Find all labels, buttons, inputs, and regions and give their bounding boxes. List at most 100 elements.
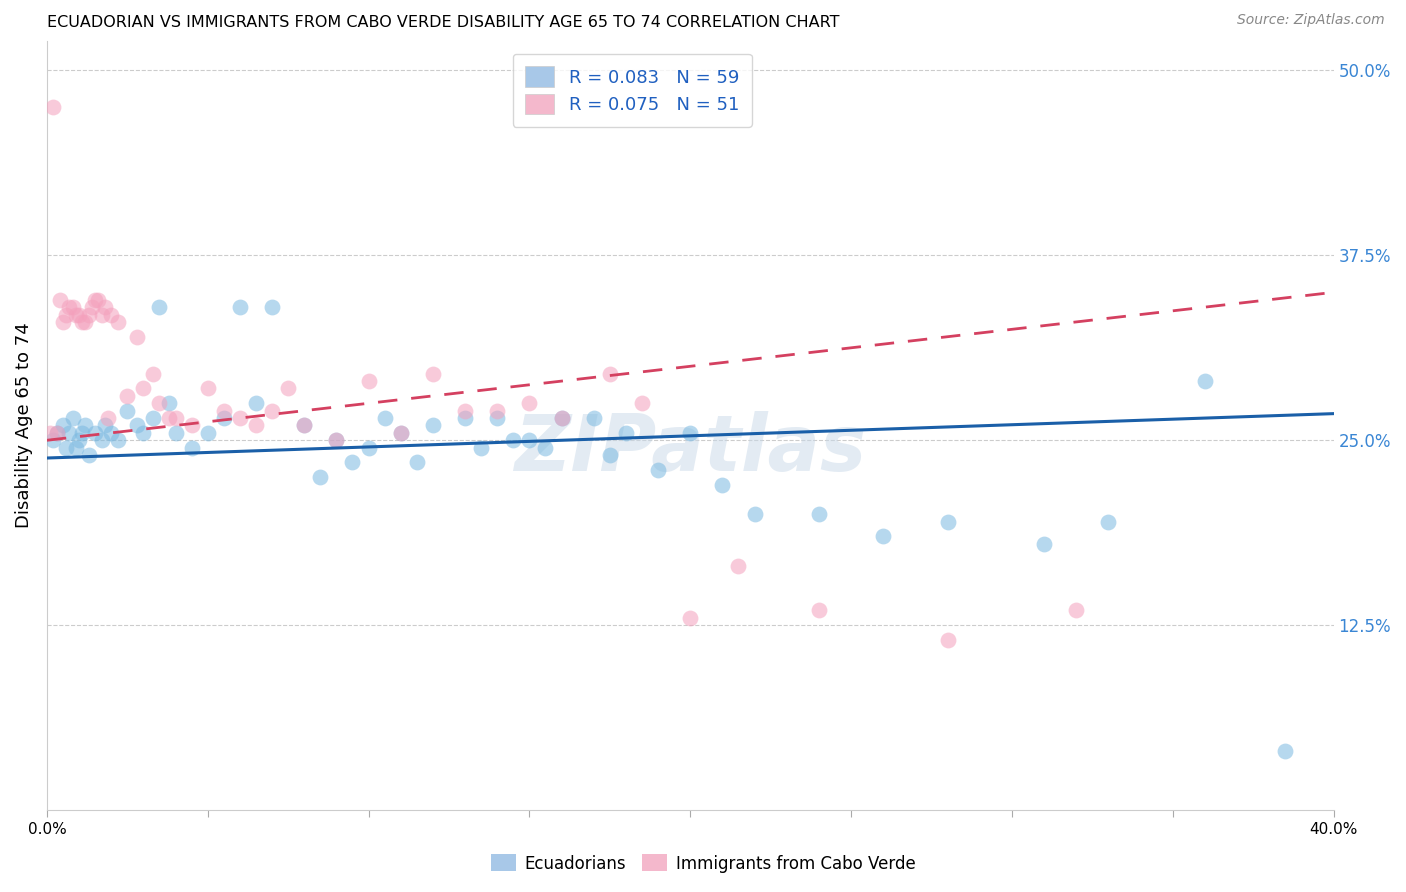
Point <box>107 434 129 448</box>
Point <box>454 403 477 417</box>
Point <box>165 411 187 425</box>
Point <box>180 418 202 433</box>
Point <box>58 300 80 314</box>
Point <box>45 425 67 440</box>
Point <box>260 403 283 417</box>
Point <box>84 293 107 307</box>
Point <box>75 315 97 329</box>
Point <box>62 411 84 425</box>
Point <box>486 411 509 425</box>
Point <box>72 315 94 329</box>
Point <box>1064 603 1087 617</box>
Point <box>157 396 180 410</box>
Point <box>49 293 72 307</box>
Point <box>1033 537 1056 551</box>
Point <box>519 434 541 448</box>
Point <box>58 425 80 440</box>
Point <box>357 441 380 455</box>
Point <box>197 382 219 396</box>
Point <box>711 477 734 491</box>
Point <box>77 308 100 322</box>
Point <box>309 470 332 484</box>
Point <box>157 411 180 425</box>
Point <box>325 434 347 448</box>
Point <box>405 455 427 469</box>
Point <box>550 411 572 425</box>
Point <box>582 411 605 425</box>
Point <box>245 396 267 410</box>
Point <box>245 418 267 433</box>
Point <box>936 515 959 529</box>
Point <box>936 632 959 647</box>
Point <box>550 411 572 425</box>
Point <box>614 425 637 440</box>
Point <box>534 441 557 455</box>
Point <box>470 441 492 455</box>
Point <box>212 403 235 417</box>
Point <box>519 396 541 410</box>
Point <box>260 300 283 314</box>
Point <box>872 529 894 543</box>
Point <box>599 448 621 462</box>
Point <box>502 434 524 448</box>
Text: ZIPatlas: ZIPatlas <box>515 410 866 486</box>
Point <box>77 448 100 462</box>
Point <box>42 100 65 114</box>
Point <box>94 418 117 433</box>
Point <box>125 329 148 343</box>
Point <box>292 418 315 433</box>
Point <box>229 411 252 425</box>
Point <box>148 396 170 410</box>
Text: ECUADORIAN VS IMMIGRANTS FROM CABO VERDE DISABILITY AGE 65 TO 74 CORRELATION CHA: ECUADORIAN VS IMMIGRANTS FROM CABO VERDE… <box>46 15 839 30</box>
Point <box>97 411 120 425</box>
Point <box>148 300 170 314</box>
Point <box>180 441 202 455</box>
Point <box>679 611 702 625</box>
Point <box>486 403 509 417</box>
Point <box>807 603 830 617</box>
Point <box>631 396 654 410</box>
Legend: R = 0.083   N = 59, R = 0.075   N = 51: R = 0.083 N = 59, R = 0.075 N = 51 <box>513 54 752 127</box>
Point <box>142 367 165 381</box>
Point <box>100 308 122 322</box>
Point <box>107 315 129 329</box>
Point <box>1194 374 1216 388</box>
Point <box>84 425 107 440</box>
Point <box>62 300 84 314</box>
Point <box>65 308 87 322</box>
Point <box>374 411 396 425</box>
Point <box>45 425 67 440</box>
Point <box>744 507 766 521</box>
Point <box>1274 744 1296 758</box>
Point <box>292 418 315 433</box>
Point <box>357 374 380 388</box>
Point <box>132 382 155 396</box>
Point <box>72 425 94 440</box>
Point <box>67 308 90 322</box>
Point <box>39 425 62 440</box>
Point <box>1097 515 1119 529</box>
Point <box>454 411 477 425</box>
Point <box>117 403 139 417</box>
Point <box>55 441 77 455</box>
Point <box>67 434 90 448</box>
Point <box>52 418 75 433</box>
Point <box>100 425 122 440</box>
Point <box>87 293 110 307</box>
Point <box>75 418 97 433</box>
Point <box>807 507 830 521</box>
Point <box>679 425 702 440</box>
Point <box>727 559 749 574</box>
Y-axis label: Disability Age 65 to 74: Disability Age 65 to 74 <box>15 323 32 528</box>
Point <box>277 382 299 396</box>
Point <box>142 411 165 425</box>
Point <box>389 425 412 440</box>
Point <box>212 411 235 425</box>
Point <box>90 308 112 322</box>
Point <box>94 300 117 314</box>
Legend: Ecuadorians, Immigrants from Cabo Verde: Ecuadorians, Immigrants from Cabo Verde <box>484 847 922 880</box>
Point <box>125 418 148 433</box>
Point <box>132 425 155 440</box>
Point <box>422 418 444 433</box>
Point <box>342 455 364 469</box>
